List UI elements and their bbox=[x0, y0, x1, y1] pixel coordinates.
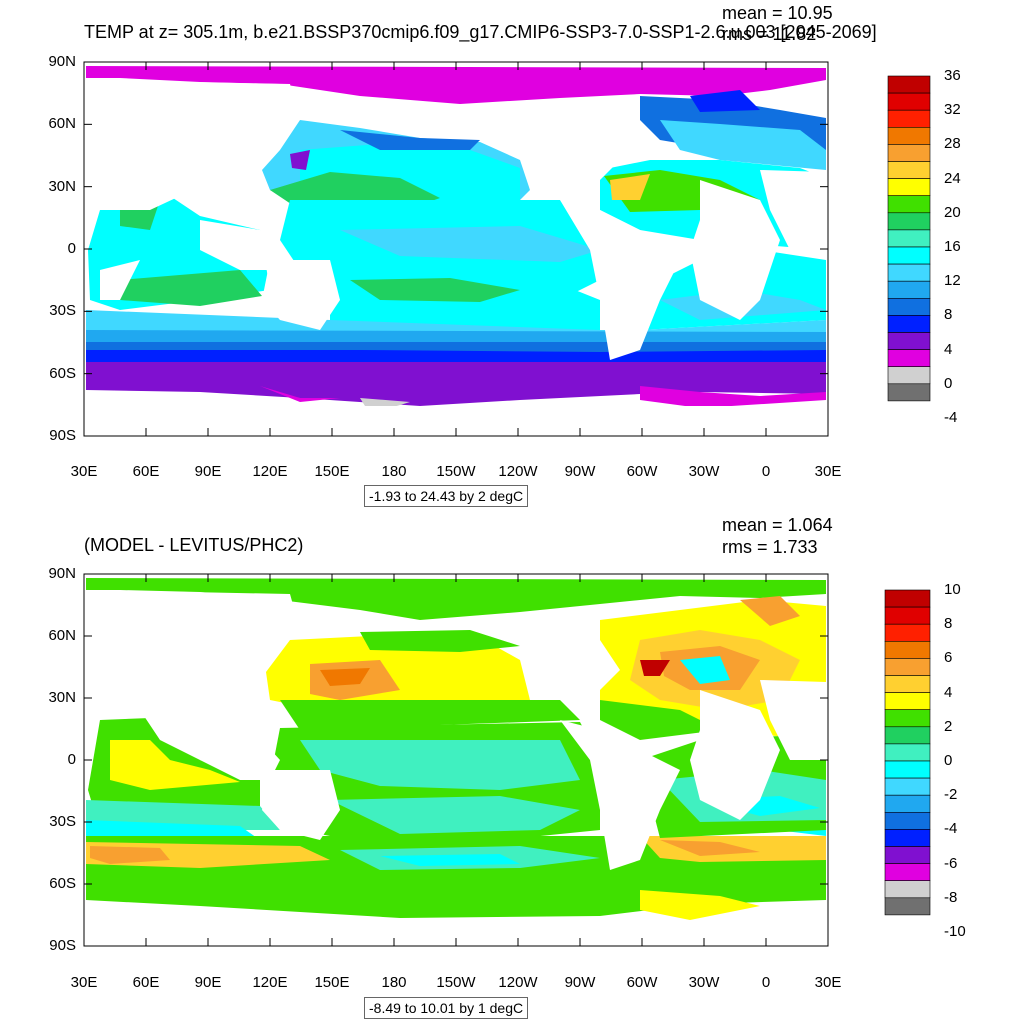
colorbar-box bbox=[884, 777, 931, 796]
colorbar-label: -8 bbox=[944, 888, 958, 906]
latitude-label: 60S bbox=[49, 364, 76, 382]
contour-range-label: -8.49 to 10.01 by 1 degC bbox=[364, 997, 529, 1019]
colorbar-label: 10 bbox=[944, 581, 961, 598]
latitude-label: 0 bbox=[67, 751, 76, 768]
tick-marks bbox=[83, 573, 829, 947]
longitude-label: 60E bbox=[132, 974, 160, 991]
colorbar-label: -4 bbox=[944, 820, 958, 838]
colorbar-box bbox=[884, 811, 931, 830]
longitude-label: 30W bbox=[688, 463, 720, 480]
colorbar-label: -10 bbox=[944, 923, 966, 940]
mean-value: mean = 1.064 bbox=[722, 515, 833, 535]
colorbar bbox=[887, 75, 931, 402]
latitude-label: 30S bbox=[49, 813, 76, 830]
longitude-label: 90E bbox=[194, 974, 222, 991]
colorbar-box bbox=[884, 726, 931, 745]
colorbar-box bbox=[884, 640, 931, 659]
latitude-label: 30N bbox=[48, 689, 76, 706]
colorbar-box bbox=[884, 589, 931, 608]
colorbar-label: -6 bbox=[944, 854, 958, 872]
longitude-label: 150W bbox=[436, 463, 476, 480]
colorbar-label: 6 bbox=[944, 649, 953, 667]
colorbar-box bbox=[884, 675, 931, 693]
longitude-label: 150E bbox=[314, 974, 350, 991]
rms-value: rms = 1.733 bbox=[722, 537, 818, 557]
colorbar-label: 4 bbox=[944, 683, 953, 701]
latitude-label: 90S bbox=[49, 937, 76, 954]
latitude-label: 90S bbox=[49, 427, 76, 444]
colorbar-box bbox=[884, 846, 931, 864]
longitude-label: 60W bbox=[626, 463, 658, 480]
longitude-label: 180 bbox=[381, 974, 407, 991]
colorbar-label: 8 bbox=[944, 306, 953, 324]
tick-marks bbox=[83, 61, 829, 437]
colorbar-label: -2 bbox=[944, 786, 958, 804]
latitude-label: 90N bbox=[48, 53, 76, 70]
panel-title: TEMP at z= 305.1m, b.e21.BSSP370cmip6.f0… bbox=[84, 22, 877, 42]
longitude-label: 30W bbox=[688, 974, 720, 991]
colorbar-box bbox=[884, 760, 931, 779]
colorbar-label: 0 bbox=[944, 752, 953, 769]
longitude-label: 120E bbox=[252, 974, 288, 991]
longitude-label: 120W bbox=[498, 463, 538, 480]
latitude-label: 90N bbox=[48, 565, 76, 582]
longitude-label: 90E bbox=[194, 463, 222, 480]
colorbar-label: 36 bbox=[944, 67, 961, 84]
mean-value: mean = 10.95 bbox=[722, 3, 833, 23]
colorbar-label: -4 bbox=[944, 409, 958, 426]
latitude-label: 30S bbox=[49, 302, 76, 320]
longitude-label: 90W bbox=[564, 463, 596, 480]
longitude-label: 150W bbox=[436, 974, 476, 991]
colorbar-label: 0 bbox=[944, 374, 953, 392]
longitude-label: 150E bbox=[314, 463, 350, 480]
latitude-label: 60S bbox=[49, 875, 76, 892]
land-mask bbox=[86, 60, 826, 436]
longitude-label: 120E bbox=[252, 463, 288, 480]
panel-title: (MODEL - LEVITUS/PHC2) bbox=[84, 535, 304, 555]
colorbar bbox=[884, 589, 931, 916]
latitude-label: 60N bbox=[48, 115, 76, 133]
colorbar-box bbox=[884, 829, 931, 847]
colorbar-box bbox=[884, 658, 931, 676]
colorbar-box bbox=[884, 897, 931, 916]
longitude-label: 30E bbox=[70, 463, 98, 480]
rms-value: rms = 11.82 bbox=[722, 24, 817, 44]
colorbar-box bbox=[884, 794, 931, 813]
longitude-label: 120W bbox=[498, 974, 538, 991]
colorbar-label: 8 bbox=[944, 615, 953, 633]
colorbar-box bbox=[884, 606, 931, 625]
colorbar-box bbox=[884, 692, 931, 710]
colorbar-box bbox=[884, 709, 931, 728]
longitude-label: 90W bbox=[564, 974, 596, 991]
longitude-label: 30E bbox=[814, 463, 842, 480]
longitude-label: 30E bbox=[814, 974, 842, 991]
colorbar-box bbox=[884, 743, 931, 762]
colorbar-box bbox=[887, 383, 931, 402]
latitude-label: 0 bbox=[67, 240, 76, 257]
longitude-label: 30E bbox=[70, 974, 98, 991]
colorbar-label: 2 bbox=[944, 717, 953, 735]
colorbar-label: 12 bbox=[944, 272, 961, 290]
latitude-label: 60N bbox=[48, 627, 76, 644]
longitude-label: 60W bbox=[626, 974, 658, 991]
longitude-label: 0 bbox=[761, 463, 771, 480]
colorbar-label: 16 bbox=[944, 238, 961, 255]
colorbar-label: 28 bbox=[944, 135, 961, 153]
land-mask bbox=[86, 572, 826, 946]
colorbar-label: 24 bbox=[944, 169, 961, 187]
latitude-label: 30N bbox=[48, 177, 76, 195]
colorbar-box bbox=[884, 863, 931, 881]
longitude-label: 60E bbox=[132, 463, 160, 480]
colorbar-label: 20 bbox=[944, 203, 961, 221]
colorbar-label: 32 bbox=[944, 101, 961, 119]
longitude-label: 0 bbox=[761, 974, 771, 991]
contour-range-label: -1.93 to 24.43 by 2 degC bbox=[364, 485, 529, 507]
longitude-label: 180 bbox=[381, 463, 407, 480]
colorbar-box bbox=[884, 623, 931, 642]
colorbar-box bbox=[884, 880, 931, 899]
colorbar-label: 4 bbox=[944, 340, 953, 358]
